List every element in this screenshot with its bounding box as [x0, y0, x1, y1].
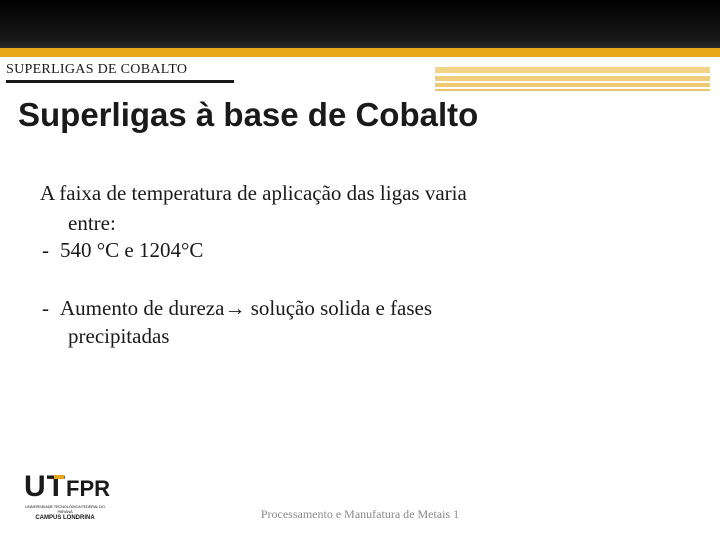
bullet-2-line1: Aumento de dureza→ solução solida e fase…	[40, 295, 640, 323]
utfpr-logo: U T FPR UNIVERSIDADE TECNOLÓGICA FEDERAL…	[24, 466, 106, 518]
section-underline	[6, 80, 234, 83]
slide-title: Superligas à base de Cobalto	[18, 96, 478, 134]
footer-text: Processamento e Manufatura de Metais 1	[261, 507, 459, 522]
arrow-icon: →	[224, 297, 245, 320]
bullet-1: 540 °C e 1204°C	[40, 237, 640, 265]
bullet2-pre: Aumento de dureza	[60, 296, 224, 320]
logo-letter-t: T	[47, 472, 65, 502]
body-content: A faixa de temperatura de aplicação das …	[40, 180, 640, 351]
para1-line1: A faixa de temperatura de aplicação das …	[40, 180, 640, 208]
logo-letters-fpr: FPR	[66, 478, 110, 502]
header-stripes-decor	[435, 67, 710, 97]
logo-letter-u: U	[24, 472, 46, 502]
header-dark-bar	[0, 0, 720, 48]
header-yellow-band	[0, 48, 720, 57]
logo-campus: CAMPUS LONDRINA	[24, 515, 106, 521]
logo-subtitle: UNIVERSIDADE TECNOLÓGICA FEDERAL DO PARA…	[24, 504, 106, 514]
bullet2-post: solução solida e fases	[245, 296, 432, 320]
section-label: SUPERLIGAS DE COBALTO	[6, 62, 187, 78]
para1-line2: entre:	[40, 210, 640, 238]
bullet-2-line2: precipitadas	[40, 323, 640, 351]
